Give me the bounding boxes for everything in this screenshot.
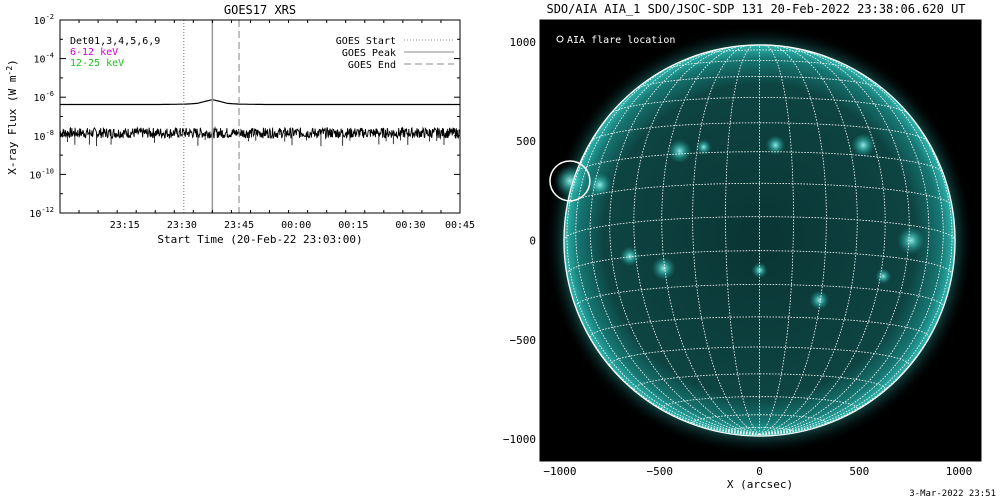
grid-line (575, 284, 944, 307)
grid-line (566, 182, 953, 207)
y-tick-label: −500 (510, 334, 537, 347)
grid-line (635, 76, 884, 90)
marker-legend-label: GOES End (348, 60, 396, 71)
x-tick-label: 0 (756, 465, 763, 478)
channel-legend-label: 12-25 keV (70, 58, 124, 69)
channel-legend-label: 6-12 keV (70, 47, 118, 58)
active-region (897, 226, 926, 255)
grid-line (759, 80, 953, 435)
grid-line (759, 54, 944, 435)
active-region (751, 262, 768, 279)
grid-line (759, 44, 794, 435)
aia-x-axis-label: X (arcsec) (727, 478, 793, 491)
grid-line (589, 48, 760, 435)
goes-x-axis-label: Start Time (20-Feb-22 23:03:00) (157, 233, 362, 246)
grid-line (725, 44, 760, 435)
active-region (765, 135, 786, 156)
active-region (851, 133, 876, 158)
active-region (809, 290, 830, 311)
goes-series-group (60, 99, 460, 147)
y-tick-label: 10-12 (29, 206, 54, 220)
active-region (667, 139, 692, 164)
aia-panel: SDO/AIA AIA_1 SDO/JSOC-SDP 131 20-Feb-20… (503, 2, 982, 491)
channel-legend-label: Det01,3,4,5,6,9 (70, 36, 160, 47)
grid-line (566, 80, 760, 435)
active-region (651, 256, 676, 281)
heliographic-grid (563, 44, 956, 435)
x-tick-label: −1000 (543, 465, 576, 478)
goes-flux-line (60, 99, 460, 106)
goes-y-axis: 10-12 10-10 10-8 10-6 10-4 10-2 (29, 13, 460, 220)
y-tick-label: 10-4 (34, 52, 54, 66)
marker-legend-label: GOES Peak (342, 48, 396, 59)
marker-legend-label: GOES Start (336, 36, 396, 47)
x-tick-label: 23:30 (167, 220, 197, 231)
x-tick-label: 00:15 (338, 220, 368, 231)
y-tick-label: 10-8 (34, 129, 54, 143)
y-tick-label: 10-10 (29, 167, 54, 181)
goes-x-axis: 23:15 23:30 23:45 00:00 00:15 00:30 00:45 (78, 20, 475, 231)
grid-line (661, 396, 858, 409)
x-tick-label: 00:45 (445, 220, 475, 231)
grid-line (664, 60, 855, 70)
y-tick-label: 0 (529, 235, 536, 248)
goes-panel: GOES17 XRS 10-12 10-10 10-8 10-6 10-4 10-2 23… (5, 3, 475, 246)
active-region (587, 172, 612, 197)
y-tick-label: 1000 (510, 36, 537, 49)
solar-limb-outline (563, 44, 956, 437)
goes-event-markers (183, 20, 240, 213)
flare-legend-symbol (556, 35, 564, 43)
grid-line (759, 44, 827, 435)
goes-noisy-channel-line (60, 126, 460, 140)
grid-line (692, 44, 760, 435)
aia-image: AIA flare location (540, 20, 981, 461)
active-region (875, 268, 892, 285)
footer-timestamp: 3-Mar-2022 23:51 (909, 489, 996, 499)
flare-location-circle (549, 160, 591, 202)
x-tick-label: 23:45 (224, 220, 254, 231)
aia-y-axis: −1000 −500 0 500 1000 (503, 36, 981, 446)
active-region (619, 246, 640, 267)
grid-line (575, 54, 760, 435)
y-tick-label: 10-2 (34, 13, 54, 27)
grid-line (759, 45, 858, 435)
y-tick-label: 500 (516, 135, 536, 148)
grid-line (725, 427, 794, 432)
goes-y-axis-label: X-ray Flux (W m-2) (5, 59, 19, 175)
y-tick-label: −1000 (503, 433, 536, 446)
flare-legend-label: AIA flare location (567, 35, 675, 46)
goes-title: GOES17 XRS (224, 3, 296, 17)
x-tick-label: −500 (646, 465, 673, 478)
x-tick-label: 00:30 (395, 220, 425, 231)
x-tick-label: 500 (849, 465, 869, 478)
y-tick-label: 10-6 (34, 90, 54, 104)
active-region (695, 139, 712, 156)
goes-plot-frame (59, 19, 461, 214)
aia-title: SDO/AIA AIA_1 SDO/JSOC-SDP 131 20-Feb-20… (546, 2, 965, 16)
x-tick-label: 1000 (946, 465, 973, 478)
aia-x-axis: −1000 −500 0 500 1000 (543, 20, 972, 478)
x-tick-label: 23:15 (110, 220, 140, 231)
x-tick-label: 00:00 (281, 220, 311, 231)
grid-line (759, 48, 930, 435)
grid-line (661, 45, 760, 435)
